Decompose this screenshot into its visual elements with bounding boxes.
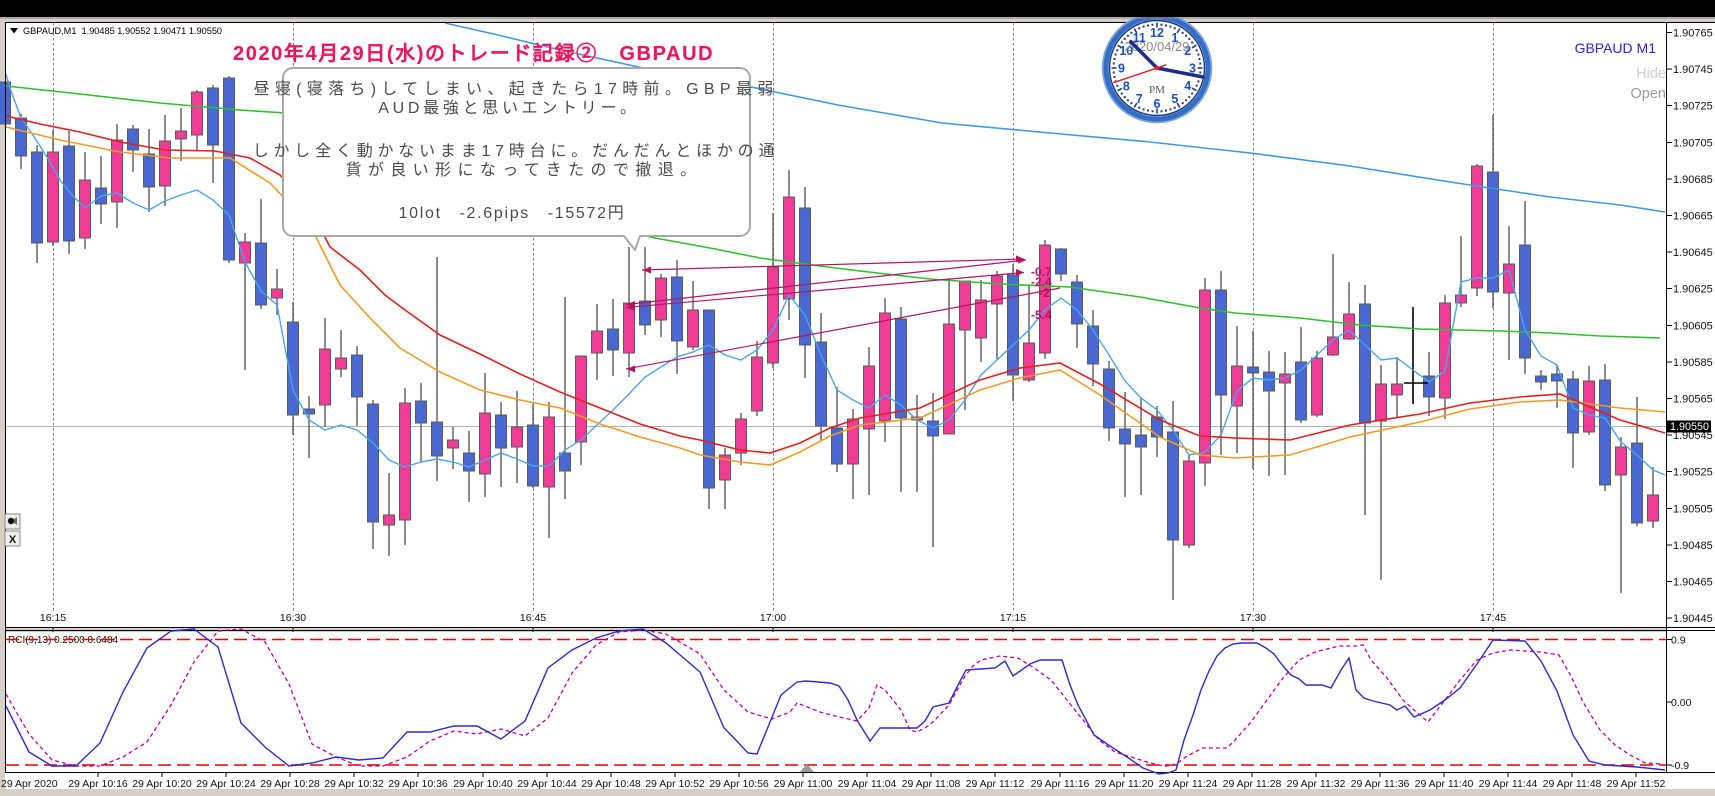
svg-text:29 Apr 10:40: 29 Apr 10:40 (453, 778, 513, 790)
svg-text:29 Apr 10:32: 29 Apr 10:32 (324, 778, 384, 790)
svg-text:1.90625: 1.90625 (1673, 284, 1713, 296)
svg-text:5: 5 (1171, 92, 1178, 106)
svg-text:16:45: 16:45 (520, 612, 546, 624)
svg-text:10: 10 (1119, 44, 1133, 58)
svg-text:1.90445: 1.90445 (1673, 613, 1713, 625)
svg-text:29 Apr 10:20: 29 Apr 10:20 (132, 778, 192, 790)
svg-text:29 Apr 11:48: 29 Apr 11:48 (1543, 778, 1602, 790)
svg-text:1.90685: 1.90685 (1673, 174, 1713, 186)
svg-text:17:45: 17:45 (1480, 612, 1506, 624)
svg-text:29 Apr 11:36: 29 Apr 11:36 (1351, 778, 1410, 790)
svg-text:GBPAUD M1: GBPAUD M1 (1575, 40, 1657, 56)
svg-text:-0.9: -0.9 (1671, 760, 1689, 772)
svg-text:AUD最強と思いエントリー。: AUD最強と思いエントリー。 (378, 99, 639, 117)
svg-text:29 Apr 11:40: 29 Apr 11:40 (1415, 778, 1474, 790)
svg-text:7: 7 (1136, 92, 1143, 106)
svg-text:10lot -2.6pips -15572円: 10lot -2.6pips -15572円 (399, 205, 626, 222)
svg-text:Hide: Hide (1636, 66, 1666, 82)
svg-text:29 Apr 10:56: 29 Apr 10:56 (709, 778, 769, 790)
svg-text:29 Apr 11:16: 29 Apr 11:16 (1031, 778, 1090, 790)
svg-text:6: 6 (1154, 97, 1161, 111)
svg-text:29 Apr 11:08: 29 Apr 11:08 (902, 778, 961, 790)
svg-text:29 Apr 10:48: 29 Apr 10:48 (581, 778, 641, 790)
svg-text:29 Apr 11:20: 29 Apr 11:20 (1095, 778, 1154, 790)
svg-text:29 Apr 10:24: 29 Apr 10:24 (196, 778, 256, 790)
svg-text:1.90665: 1.90665 (1673, 211, 1713, 223)
svg-text:1.90550: 1.90550 (1670, 421, 1709, 433)
svg-text:16:30: 16:30 (280, 612, 306, 624)
svg-text:29 Apr 11:12: 29 Apr 11:12 (966, 778, 1025, 790)
svg-text:貨が良い形になってきたので撤退。: 貨が良い形になってきたので撤退。 (345, 161, 702, 179)
svg-text:12: 12 (1150, 26, 1164, 40)
svg-text:1.90725: 1.90725 (1673, 101, 1713, 113)
svg-text:X: X (9, 534, 17, 546)
svg-text:11: 11 (1133, 31, 1146, 45)
svg-text:1: 1 (1171, 31, 1178, 45)
svg-text:PM: PM (1149, 84, 1165, 96)
svg-text:2020年4月29日(水)のトレード記録② GBPAUD: 2020年4月29日(水)のトレード記録② GBPAUD (233, 41, 714, 65)
svg-text:16:15: 16:15 (40, 612, 66, 624)
svg-text:29 Apr 2020: 29 Apr 2020 (1, 778, 58, 790)
svg-text:29 Apr 10:16: 29 Apr 10:16 (68, 778, 128, 790)
svg-text:2: 2 (1184, 44, 1191, 58)
svg-text:1.90505: 1.90505 (1673, 503, 1713, 515)
svg-text:29 Apr 11:44: 29 Apr 11:44 (1479, 778, 1538, 790)
svg-text:0.00: 0.00 (1671, 697, 1692, 709)
svg-text:RCI(9,13) 0.2500 0.6484: RCI(9,13) 0.2500 0.6484 (8, 635, 119, 646)
svg-text:29 Apr 11:24: 29 Apr 11:24 (1159, 778, 1218, 790)
svg-text:29 Apr 11:04: 29 Apr 11:04 (838, 778, 897, 790)
svg-text:29 Apr 10:44: 29 Apr 10:44 (517, 778, 577, 790)
svg-text:29 Apr 10:52: 29 Apr 10:52 (645, 778, 705, 790)
svg-text:9: 9 (1118, 62, 1125, 76)
svg-text:1.90605: 1.90605 (1673, 320, 1713, 332)
svg-text:29 Apr 10:36: 29 Apr 10:36 (388, 778, 448, 790)
svg-text:17:00: 17:00 (760, 612, 786, 624)
svg-text:1.90525: 1.90525 (1673, 467, 1713, 479)
svg-text:1.90565: 1.90565 (1673, 394, 1713, 406)
svg-text:29 Apr 11:00: 29 Apr 11:00 (774, 778, 833, 790)
svg-text:1.90765: 1.90765 (1673, 28, 1713, 40)
svg-text:1.90705: 1.90705 (1673, 137, 1713, 149)
svg-text:29 Apr 11:28: 29 Apr 11:28 (1223, 778, 1282, 790)
svg-text:29 Apr 11:52: 29 Apr 11:52 (1607, 778, 1666, 790)
svg-text:1.90465: 1.90465 (1673, 577, 1713, 589)
svg-text:29 Apr 10:28: 29 Apr 10:28 (260, 778, 320, 790)
svg-text:1.90745: 1.90745 (1673, 64, 1713, 76)
svg-text:0.9: 0.9 (1671, 635, 1686, 647)
svg-text:4: 4 (1184, 79, 1191, 93)
svg-text:Open: Open (1631, 86, 1666, 102)
svg-text:1.90585: 1.90585 (1673, 357, 1713, 369)
svg-text:-5.4: -5.4 (1031, 308, 1052, 322)
svg-text:8: 8 (1123, 79, 1130, 93)
svg-text:1.90645: 1.90645 (1673, 247, 1713, 259)
svg-text:-2.4: -2.4 (1031, 275, 1052, 289)
svg-text:1.90545: 1.90545 (1673, 430, 1713, 442)
svg-text:-2: -2 (1039, 286, 1050, 300)
svg-text:-0.7: -0.7 (1031, 265, 1052, 279)
svg-text:1.90485: 1.90485 (1673, 540, 1713, 552)
svg-text:GBPAUD,M1 1.90485 1.90552 1.9: GBPAUD,M1 1.90485 1.90552 1.90471 1.9055… (23, 26, 222, 36)
svg-text:しかし全く動かないまま17時台に。だんだんとほかの通: しかし全く動かないまま17時台に。だんだんとほかの通 (253, 142, 780, 160)
svg-text:17:15: 17:15 (1000, 612, 1026, 624)
svg-text:17:30: 17:30 (1240, 612, 1266, 624)
svg-text:昼寝(寝落ち)してしまい、起きたら17時前。GBP最弱: 昼寝(寝落ち)してしまい、起きたら17時前。GBP最弱 (254, 79, 779, 98)
svg-text:3: 3 (1189, 62, 1196, 76)
svg-text:29 Apr 11:32: 29 Apr 11:32 (1287, 778, 1346, 790)
